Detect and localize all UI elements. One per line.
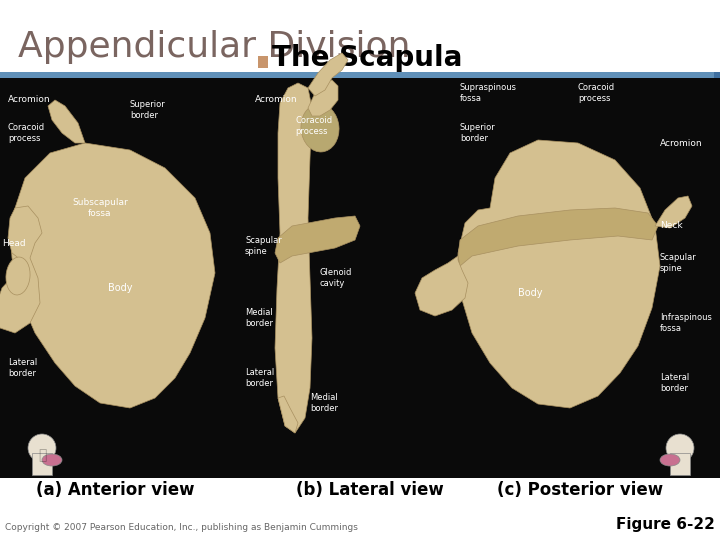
- Ellipse shape: [301, 104, 339, 152]
- Polygon shape: [308, 80, 338, 116]
- Text: Body: Body: [108, 283, 132, 293]
- Text: Figure 6-22: Figure 6-22: [616, 517, 715, 532]
- Text: Neck: Neck: [660, 221, 683, 231]
- Polygon shape: [10, 143, 215, 408]
- Text: Appendicular Division: Appendicular Division: [18, 30, 410, 64]
- Text: Scapular
spine: Scapular spine: [660, 253, 697, 273]
- Polygon shape: [415, 256, 468, 316]
- Polygon shape: [0, 206, 42, 333]
- FancyBboxPatch shape: [714, 72, 720, 78]
- Text: Lateral
border: Lateral border: [8, 359, 37, 377]
- FancyBboxPatch shape: [0, 72, 715, 78]
- Text: Head: Head: [2, 239, 26, 247]
- Polygon shape: [458, 208, 658, 266]
- Text: Coracoid
process: Coracoid process: [8, 123, 45, 143]
- Text: Superior
border: Superior border: [460, 123, 496, 143]
- FancyBboxPatch shape: [258, 56, 268, 68]
- Text: Acromion: Acromion: [255, 96, 297, 105]
- Text: Medial
border: Medial border: [310, 393, 338, 413]
- Text: Acromion: Acromion: [660, 138, 703, 147]
- Text: Lateral
border: Lateral border: [245, 368, 274, 388]
- Polygon shape: [308, 53, 348, 96]
- Polygon shape: [278, 396, 298, 433]
- Polygon shape: [275, 216, 360, 263]
- Text: Coracoid
process: Coracoid process: [295, 116, 332, 136]
- Polygon shape: [655, 196, 692, 228]
- Circle shape: [28, 434, 56, 462]
- Text: The Scapula: The Scapula: [272, 44, 462, 72]
- Text: 🦴: 🦴: [38, 448, 46, 462]
- Text: Acromion: Acromion: [8, 96, 50, 105]
- Ellipse shape: [42, 454, 62, 466]
- Text: Medial
border: Medial border: [245, 308, 273, 328]
- Text: Supraspinous
fossa: Supraspinous fossa: [460, 83, 517, 103]
- Text: Body: Body: [518, 288, 542, 298]
- Polygon shape: [458, 140, 660, 408]
- Bar: [670, 453, 690, 475]
- Text: (c) Posterior view: (c) Posterior view: [497, 481, 663, 499]
- Text: Scapular
spine: Scapular spine: [245, 237, 282, 256]
- Text: (b) Lateral view: (b) Lateral view: [296, 481, 444, 499]
- Text: Superior
border: Superior border: [130, 100, 166, 120]
- FancyBboxPatch shape: [0, 78, 720, 478]
- Text: Lateral
border: Lateral border: [660, 373, 689, 393]
- Polygon shape: [48, 100, 85, 143]
- Text: Coracoid
process: Coracoid process: [578, 83, 615, 103]
- Bar: [32, 453, 52, 475]
- Polygon shape: [275, 83, 312, 433]
- Text: Glenoid
cavity: Glenoid cavity: [320, 268, 352, 288]
- Text: Subscapular
fossa: Subscapular fossa: [72, 198, 128, 218]
- Ellipse shape: [660, 454, 680, 466]
- Text: (a) Anterior view: (a) Anterior view: [36, 481, 194, 499]
- Text: Infraspinous
fossa: Infraspinous fossa: [660, 313, 712, 333]
- Text: Copyright © 2007 Pearson Education, Inc., publishing as Benjamin Cummings: Copyright © 2007 Pearson Education, Inc.…: [5, 523, 358, 532]
- Ellipse shape: [6, 257, 30, 295]
- Circle shape: [666, 434, 694, 462]
